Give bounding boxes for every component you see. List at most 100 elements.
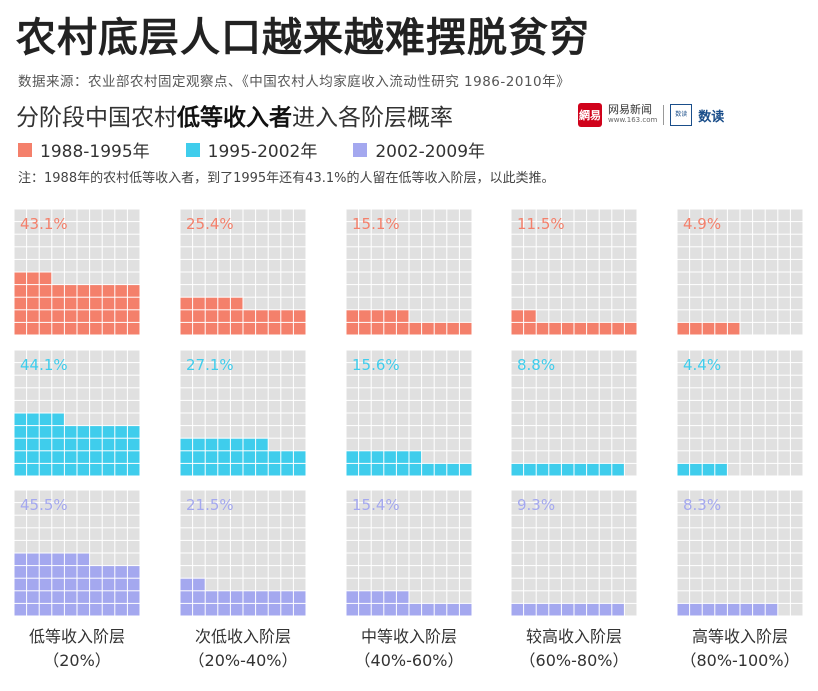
waffle-cell-empty	[778, 553, 790, 566]
waffle-cell-filled	[64, 426, 77, 438]
waffle-cell-empty	[587, 515, 599, 528]
waffle-cell-empty	[409, 413, 422, 426]
waffle-cell-filled	[218, 322, 230, 335]
waffle-cell-empty	[574, 297, 587, 310]
waffle-cell-empty	[690, 350, 702, 363]
waffle-cell-empty	[524, 222, 536, 234]
waffle-cell-empty	[422, 259, 434, 272]
waffle-cell-empty	[677, 553, 690, 566]
waffle-cell-empty	[422, 591, 434, 603]
waffle-cell-empty	[180, 566, 193, 578]
waffle-cell-empty	[727, 503, 740, 515]
waffle-cell-empty	[193, 540, 205, 553]
waffle-cell-filled	[90, 426, 102, 438]
waffle-cell-empty	[90, 503, 102, 515]
waffle-cell-empty	[268, 363, 281, 375]
waffle-cell-empty	[765, 591, 778, 603]
waffle-cell-filled	[77, 322, 90, 335]
waffle-cell-empty	[574, 540, 587, 553]
waffle-cell-empty	[384, 388, 396, 400]
data-label: 21.5%	[186, 496, 234, 514]
waffle-cell-empty	[180, 259, 193, 272]
waffle-cell-empty	[256, 503, 268, 515]
waffle-cell-empty	[447, 503, 459, 515]
waffle-cell-empty	[715, 578, 727, 591]
waffle-cell-filled	[459, 322, 472, 335]
waffle-cell-empty	[778, 413, 790, 426]
waffle-cell-empty	[434, 310, 447, 322]
waffle-cell-empty	[27, 234, 39, 247]
waffle-cell-empty	[753, 259, 765, 272]
waffle-cell-empty	[52, 247, 64, 259]
waffle-cell-empty	[624, 438, 637, 451]
waffle-cell-empty	[205, 540, 218, 553]
waffle-cell-empty	[293, 297, 306, 310]
waffle-cell-empty	[39, 375, 52, 388]
waffle-cell-empty	[524, 259, 536, 272]
waffle-cell-empty	[27, 222, 39, 234]
waffle-cell-empty	[549, 272, 561, 285]
waffle-cell-empty	[715, 451, 727, 463]
waffle-cell-empty	[359, 259, 371, 272]
waffle-cell-empty	[727, 234, 740, 247]
waffle-cell-empty	[256, 426, 268, 438]
waffle-cell-empty	[434, 297, 447, 310]
waffle-cell-empty	[753, 247, 765, 259]
waffle-cell-empty	[753, 503, 765, 515]
waffle-cell-filled	[27, 578, 39, 591]
waffle-cell-empty	[230, 272, 243, 285]
waffle-cell-empty	[778, 247, 790, 259]
waffle-cell-empty	[384, 528, 396, 540]
waffle-cell-empty	[778, 272, 790, 285]
waffle-cell-empty	[677, 310, 690, 322]
waffle-cell-empty	[587, 310, 599, 322]
waffle-cell-empty	[256, 553, 268, 566]
waffle-cell-empty	[459, 400, 472, 413]
waffle-cell-empty	[90, 490, 102, 503]
waffle-cell-empty	[574, 413, 587, 426]
waffle-cell-empty	[624, 363, 637, 375]
waffle-cell-empty	[690, 285, 702, 297]
waffle-cell-filled	[587, 603, 599, 616]
waffle-cell-empty	[511, 426, 524, 438]
waffle-cell-empty	[396, 566, 409, 578]
waffle-cell-empty	[778, 426, 790, 438]
waffle-cell-empty	[77, 503, 90, 515]
waffle-cell-empty	[180, 540, 193, 553]
waffle-cell-empty	[102, 515, 115, 528]
waffle-cell-filled	[549, 463, 561, 476]
waffle-cell-empty	[434, 451, 447, 463]
waffle-cell-filled	[447, 322, 459, 335]
waffle-cell-empty	[346, 350, 359, 363]
waffle-cell-empty	[115, 540, 127, 553]
waffle-cell-empty	[524, 540, 536, 553]
waffle-cell-empty	[778, 566, 790, 578]
waffle-cell-empty	[727, 438, 740, 451]
waffle-cell-filled	[281, 451, 293, 463]
waffle-cell-empty	[677, 591, 690, 603]
waffle-cell-filled	[293, 603, 306, 616]
waffle-cell-empty	[39, 490, 52, 503]
waffle-cell-empty	[281, 413, 293, 426]
waffle-cell-empty	[574, 503, 587, 515]
legend-item-1: 1988-1995年	[18, 137, 150, 162]
waffle-cell-empty	[459, 259, 472, 272]
waffle-cell-empty	[459, 209, 472, 222]
waffle-cell-empty	[753, 463, 765, 476]
waffle-cell-empty	[64, 490, 77, 503]
waffle-cell-empty	[102, 272, 115, 285]
waffle-cell-empty	[256, 375, 268, 388]
waffle-cell-filled	[102, 438, 115, 451]
waffle-cell-empty	[778, 259, 790, 272]
waffle-cell-empty	[281, 209, 293, 222]
waffle-cell-empty	[409, 375, 422, 388]
waffle-cell-empty	[790, 578, 803, 591]
waffle-cell-empty	[599, 285, 612, 297]
waffle-cell-filled	[612, 322, 624, 335]
waffle-cell-empty	[256, 209, 268, 222]
waffle-cell-empty	[293, 285, 306, 297]
waffle-cell-empty	[346, 553, 359, 566]
waffle-cell-empty	[205, 234, 218, 247]
waffle-cell-empty	[434, 285, 447, 297]
waffle-cell-empty	[765, 528, 778, 540]
